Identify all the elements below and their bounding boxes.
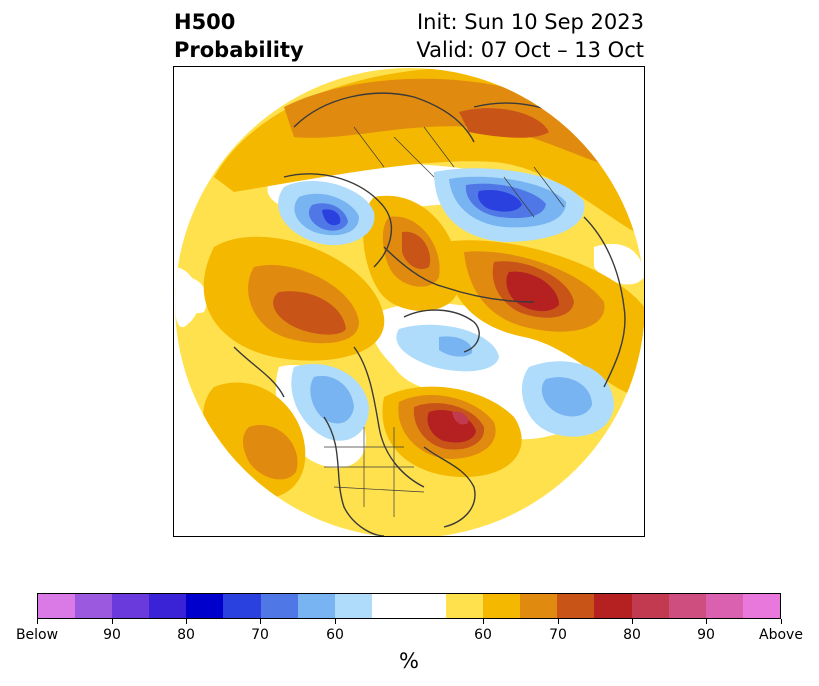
- colorbar-tick-mark: [483, 619, 484, 624]
- cold-anomaly: [310, 375, 354, 424]
- probability-map: [173, 66, 645, 537]
- warm-anomaly: [459, 108, 549, 138]
- colorbar-tick-label: 60: [326, 627, 344, 643]
- neutral-region: [594, 243, 644, 285]
- colorbar-segment: [260, 594, 298, 618]
- colorbar-tick-mark: [335, 619, 336, 624]
- coastline: [603, 126, 644, 188]
- coastline: [353, 346, 425, 488]
- coastline: [583, 216, 626, 388]
- colorbar-segment: [705, 594, 743, 618]
- colorbar-segment: [334, 594, 372, 618]
- colorbar-tick-label: 70: [549, 627, 567, 643]
- colorbar-tick-label: 80: [177, 627, 195, 643]
- colorbar-segment: [112, 594, 150, 618]
- coastline: [383, 246, 535, 303]
- border: [503, 166, 565, 218]
- colorbar-segment: [223, 594, 261, 618]
- warm-anomaly: [273, 291, 346, 335]
- colorbar-segment: [38, 594, 76, 618]
- colorbar-tick-label: 60: [474, 627, 492, 643]
- colorbar: [37, 593, 781, 619]
- title-product: Probability: [174, 38, 304, 62]
- colorbar-tick-label: 70: [251, 627, 269, 643]
- colorbar-segment: [594, 594, 632, 618]
- colorbar-segment: [742, 594, 780, 618]
- map-canvas: [175, 68, 644, 536]
- warm-anomaly: [452, 411, 469, 425]
- colorbar-tick-mark: [781, 619, 782, 624]
- coastlines: [233, 92, 644, 536]
- colorbar-segment: [557, 594, 595, 618]
- title-variable: H500: [174, 10, 236, 34]
- colorbar-unit: %: [399, 649, 419, 673]
- colorbar-tick-mark: [632, 619, 633, 624]
- colorbar-segment: [483, 594, 521, 618]
- colorbar-segment: [371, 594, 409, 618]
- cold-anomaly: [478, 189, 522, 212]
- colorbar-segment: [297, 594, 335, 618]
- political-borders: [324, 126, 565, 517]
- colorbar-tick-mark: [186, 619, 187, 624]
- border: [324, 427, 425, 517]
- colorbar-tick-mark: [558, 619, 559, 624]
- colorbar-tick-mark: [37, 619, 38, 624]
- warm-anomaly: [402, 231, 431, 270]
- colorbar-segment: [408, 594, 447, 618]
- colorbar-tick-label: 90: [103, 627, 121, 643]
- map-disc: [175, 68, 644, 536]
- colorbar-segment: [668, 594, 706, 618]
- coastline: [293, 92, 475, 143]
- colorbar-tick-mark: [260, 619, 261, 624]
- coastline: [323, 416, 385, 536]
- valid-period: Valid: 07 Oct – 13 Oct: [416, 38, 644, 62]
- neutral-region: [175, 276, 208, 314]
- coastline: [423, 446, 476, 528]
- coastline: [233, 346, 285, 398]
- cold-anomaly: [322, 209, 341, 226]
- colorbar-tick-mark: [112, 619, 113, 624]
- coastline: [403, 309, 480, 353]
- map-title: H500 Probability: [174, 8, 304, 64]
- colorbar-segment: [446, 594, 484, 618]
- border: [353, 126, 455, 178]
- colorbar-tick-label: 80: [623, 627, 641, 643]
- colorbar-tick-label: 90: [697, 627, 715, 643]
- colorbar-tick-label: Below: [15, 627, 59, 643]
- colorbar-tick-mark: [706, 619, 707, 624]
- colorbar-tick-label: Above: [759, 627, 803, 643]
- colorbar-segment: [631, 594, 669, 618]
- warm-anomaly: [242, 425, 298, 480]
- colorbar-segment: [186, 594, 224, 618]
- cold-anomaly: [541, 377, 592, 417]
- colorbar-segment: [149, 594, 187, 618]
- forecast-dates: Init: Sun 10 Sep 2023 Valid: 07 Oct – 13…: [416, 8, 644, 64]
- colorbar-segment: [75, 594, 113, 618]
- colorbar-segment: [520, 594, 558, 618]
- init-date: Init: Sun 10 Sep 2023: [416, 10, 644, 34]
